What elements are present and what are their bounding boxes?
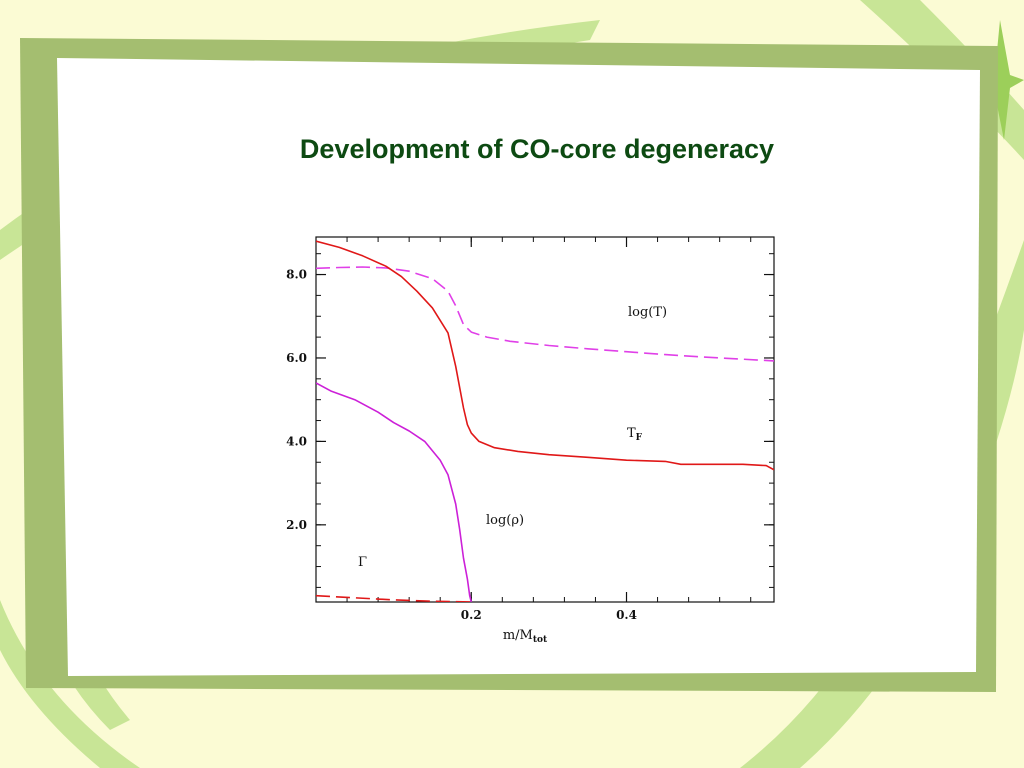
corner-star-decoration bbox=[975, 20, 1024, 140]
y-tick-label: 4.0 bbox=[286, 434, 307, 448]
slide-title: Development of CO-core degeneracy bbox=[299, 134, 775, 164]
series-line-3 bbox=[316, 594, 472, 602]
curve-label: log(T) bbox=[628, 305, 667, 320]
series-line-0 bbox=[316, 266, 774, 362]
x-tick-label: 0.2 bbox=[461, 608, 482, 622]
curve-label: Γ bbox=[358, 555, 367, 570]
x-axis-label: m/Mtot bbox=[503, 628, 548, 645]
series-line-1 bbox=[316, 240, 774, 471]
curve-label: TF bbox=[627, 426, 643, 443]
curve-label: log(ρ) bbox=[486, 513, 524, 528]
y-tick-label: 6.0 bbox=[286, 351, 307, 365]
plot-area: 0.2 0.4 2.0 4.0 6.0 8.0 m/Mtot log(T) TF log(ρ) Γ bbox=[286, 236, 775, 645]
x-tick-label: 0.4 bbox=[616, 608, 637, 622]
content-panel bbox=[57, 58, 980, 676]
y-tick-label: 8.0 bbox=[286, 268, 307, 282]
series-line-2 bbox=[316, 382, 473, 602]
plot-frame bbox=[315, 236, 775, 603]
y-tick-label: 2.0 bbox=[286, 518, 307, 532]
